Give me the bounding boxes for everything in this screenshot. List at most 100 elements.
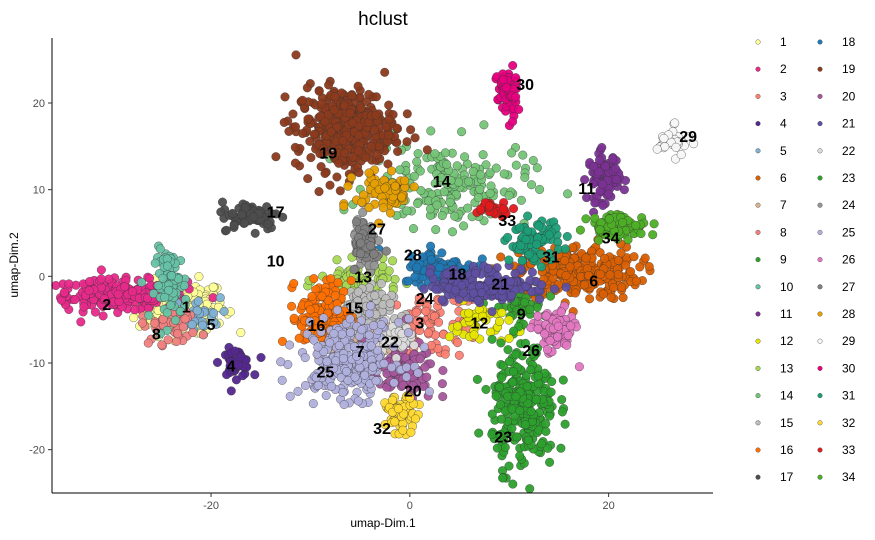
cluster-21-point — [537, 280, 547, 290]
cluster-25-point — [360, 370, 370, 380]
cluster-11-point — [588, 179, 598, 189]
cluster-28-point — [346, 172, 356, 182]
cluster-28-point — [343, 181, 353, 191]
cluster-10-point — [150, 258, 160, 268]
cluster-21-point — [425, 268, 435, 278]
cluster-label-34: 34 — [602, 230, 620, 247]
cluster-34-point — [623, 235, 633, 245]
cluster-25-point — [327, 381, 337, 391]
cluster-14-point — [499, 169, 509, 179]
cluster-14-point — [464, 177, 474, 187]
cluster-26-point — [563, 331, 573, 340]
cluster-28-point — [387, 166, 396, 176]
cluster-23-point — [503, 391, 513, 401]
cluster-25-point — [313, 342, 323, 352]
cluster-16-point — [309, 274, 319, 284]
legend-label-18: 18 — [842, 35, 856, 49]
legend-key-24 — [817, 202, 823, 208]
cluster-31-point — [523, 211, 533, 221]
cluster-19-point — [392, 123, 402, 133]
cluster-19-point — [298, 129, 307, 138]
cluster-14-point — [511, 160, 521, 170]
cluster-14-point — [485, 188, 495, 198]
cluster-19-point — [374, 142, 384, 151]
cluster-2-point — [104, 274, 114, 284]
point-layer — [51, 50, 699, 494]
cluster-4-point — [238, 371, 248, 381]
cluster-23-point — [546, 387, 556, 397]
cluster-28-point — [364, 168, 374, 178]
cluster-34-point — [575, 225, 585, 235]
cluster-16-point — [326, 274, 336, 284]
cluster-8-point — [172, 337, 181, 346]
cluster-23-point — [509, 367, 518, 377]
cluster-label-25: 25 — [316, 365, 334, 382]
cluster-11-point — [621, 176, 630, 185]
cluster-6-point — [609, 282, 619, 292]
legend-label-33: 33 — [842, 443, 856, 457]
cluster-15-point — [353, 287, 363, 297]
cluster-19-point — [406, 125, 416, 135]
cluster-16-point — [305, 305, 315, 315]
cluster-15-point — [370, 291, 380, 300]
cluster-25-point — [376, 320, 386, 330]
cluster-6-point — [616, 248, 626, 258]
y-tick-label: -10 — [29, 358, 45, 370]
cluster-6-point — [629, 252, 639, 262]
cluster-25-point — [404, 314, 414, 324]
y-axis-title: umap-Dim.2 — [7, 232, 21, 298]
cluster-18-point — [426, 241, 436, 251]
cluster-19-point — [329, 105, 339, 115]
cluster-19-point — [325, 180, 335, 190]
cluster-25-point — [389, 378, 399, 388]
cluster-1-point — [236, 328, 246, 337]
cluster-21-point — [473, 296, 483, 306]
cluster-2-point — [51, 281, 61, 290]
cluster-19-point — [384, 100, 394, 110]
cluster-21-point — [510, 269, 520, 279]
cluster-21-point — [450, 285, 460, 295]
cluster-19-point — [353, 81, 363, 91]
cluster-9-point — [525, 304, 535, 314]
cluster-31-point — [515, 223, 525, 233]
cluster-19-point — [371, 110, 381, 120]
cluster-25-point — [285, 340, 295, 350]
x-tick-label: -20 — [203, 500, 219, 512]
cluster-label-13: 13 — [354, 269, 372, 286]
legend-key-8 — [755, 229, 761, 235]
cluster-16-point — [289, 279, 299, 288]
cluster-25-point — [338, 387, 348, 397]
cluster-21-point — [525, 275, 535, 285]
cluster-6-point — [580, 280, 589, 290]
cluster-label-19: 19 — [319, 145, 337, 162]
cluster-10-point — [155, 244, 165, 254]
cluster-26-point — [562, 340, 572, 350]
cluster-19-point — [280, 92, 290, 102]
cluster-14-point — [516, 195, 526, 205]
cluster-20-point — [420, 362, 430, 372]
cluster-27-point — [366, 241, 376, 251]
cluster-23-point — [533, 371, 543, 381]
cluster-6-point — [605, 270, 615, 280]
cluster-12-point — [445, 332, 455, 342]
cluster-29-point — [652, 144, 662, 154]
cluster-28-point — [386, 208, 395, 218]
y-axis-ticks: -20 -10 0 10 20 — [29, 98, 52, 457]
cluster-21-point — [437, 295, 447, 305]
cluster-29-point — [670, 118, 680, 128]
cluster-3-point — [421, 306, 431, 316]
cluster-6-point — [565, 262, 575, 272]
cluster-23-point — [503, 345, 513, 355]
cluster-17-point — [221, 225, 231, 235]
cluster-6-point — [606, 292, 616, 302]
cluster-25-point — [366, 301, 376, 311]
cluster-26-point — [556, 307, 566, 317]
cluster-34-point — [618, 218, 628, 227]
cluster-11-point — [597, 143, 607, 152]
y-tick-label: 10 — [33, 185, 45, 197]
cluster-23-point — [520, 420, 530, 430]
legend-label-17: 17 — [780, 470, 794, 484]
cluster-2-point — [96, 274, 106, 284]
cluster-6-point — [635, 262, 645, 272]
cluster-21-point — [527, 267, 537, 277]
